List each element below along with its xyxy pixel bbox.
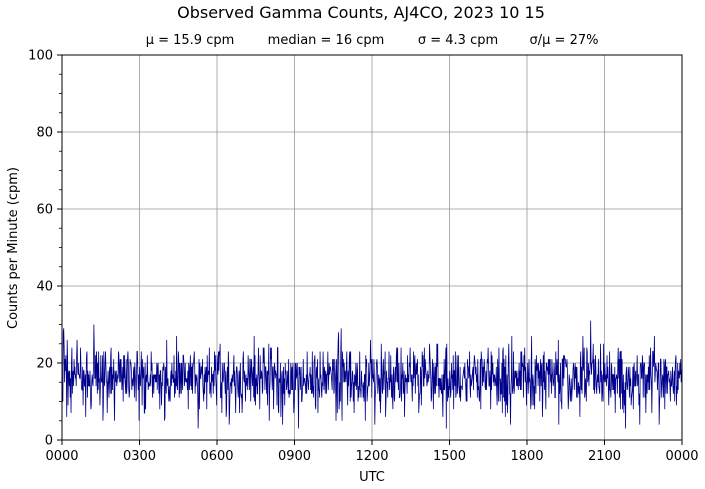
- y-tick-label: 40: [36, 280, 53, 295]
- chart-title: Observed Gamma Counts, AJ4CO, 2023 10 15: [177, 3, 545, 22]
- x-tick-label: 1200: [355, 449, 388, 464]
- x-tick-label: 1500: [433, 449, 466, 464]
- stat-median: median = 16 cpm: [268, 33, 385, 48]
- series-line: [61, 320, 683, 429]
- x-tick-label: 2100: [588, 449, 621, 464]
- y-tick-label: 80: [36, 126, 53, 141]
- y-axis-ticks: 0 20 40 60 80 100: [28, 49, 62, 449]
- x-tick-label: 0600: [200, 449, 233, 464]
- stat-cv: σ/μ = 27%: [530, 33, 599, 48]
- y-axis-label: Counts per Minute (cpm): [6, 167, 21, 329]
- x-tick-label: 0300: [123, 449, 156, 464]
- series-layer: [61, 320, 683, 429]
- x-tick-label: 1800: [510, 449, 543, 464]
- x-tick-label: 0000: [665, 449, 698, 464]
- stats-subtitle: μ = 15.9 cpm median = 16 cpm σ = 4.3 cpm…: [146, 33, 599, 48]
- grid-lines: [62, 55, 682, 440]
- y-tick-label: 0: [45, 434, 53, 449]
- x-axis-label: UTC: [359, 470, 385, 485]
- stat-sigma: σ = 4.3 cpm: [418, 33, 498, 48]
- stat-mean: μ = 15.9 cpm: [146, 33, 235, 48]
- y-tick-label: 20: [36, 357, 53, 372]
- y-tick-label: 60: [36, 203, 53, 218]
- x-axis-ticks: 0000 0300 0600 0900 1200 1500 1800 2100 0000: [45, 440, 699, 464]
- y-tick-label: 100: [28, 49, 53, 64]
- x-tick-label: 0900: [278, 449, 311, 464]
- x-tick-label: 0000: [45, 449, 78, 464]
